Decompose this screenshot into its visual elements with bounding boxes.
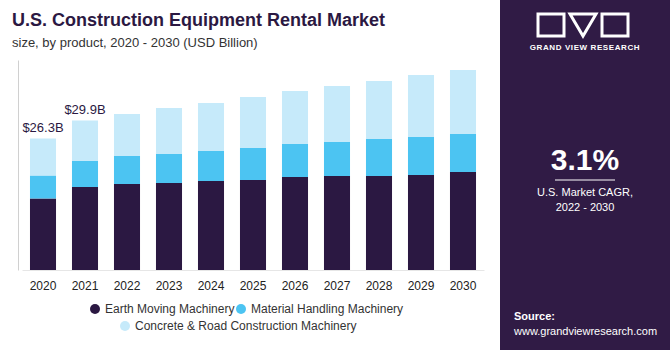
bar — [72, 121, 98, 162]
bar — [30, 176, 56, 199]
bar — [324, 142, 350, 176]
bar — [114, 156, 140, 184]
side-panel — [500, 0, 670, 350]
bar — [240, 97, 266, 148]
x-tick-label: 2026 — [282, 279, 309, 293]
bar — [282, 177, 308, 270]
bar — [408, 75, 434, 137]
bar — [408, 137, 434, 175]
x-tick-label: 2027 — [324, 279, 351, 293]
legend-swatch — [120, 321, 130, 331]
bar — [324, 86, 350, 142]
legend-swatch — [236, 304, 246, 314]
chart: GRAND VIEW RESEARCH 3.1% U.S. Market CAGR,… — [0, 0, 670, 350]
bar — [30, 139, 56, 176]
bar — [450, 172, 476, 270]
x-tick-label: 2030 — [450, 279, 477, 293]
bar — [324, 176, 350, 270]
title: U.S. Construction Equipment Rental Marke… — [12, 10, 385, 30]
bar — [114, 114, 140, 156]
x-tick: 2026 — [282, 270, 309, 293]
x-tick: 2024 — [198, 270, 225, 293]
legend-entry: Earth Moving Machinery — [90, 302, 234, 316]
legend-entry: Concrete & Road Construction Machinery — [120, 319, 356, 333]
bar — [240, 180, 266, 270]
x-tick: 2025 — [240, 270, 267, 293]
x-axis-line — [23, 270, 485, 271]
x-tick: 2020 — [30, 270, 57, 293]
x-tick-label: 2024 — [198, 279, 225, 293]
logo — [538, 14, 628, 36]
x-tick: 2028 — [366, 270, 393, 293]
bar — [450, 134, 476, 172]
stat: 3.1% — [551, 143, 619, 176]
legend-swatch — [90, 304, 100, 314]
bar — [366, 139, 392, 176]
stat-rule — [555, 180, 615, 181]
bar — [72, 161, 98, 187]
annotation: $29.9B — [64, 102, 105, 117]
x-tick-label: 2023 — [156, 279, 183, 293]
legend-label: Material Handling Machinery — [251, 302, 403, 316]
bar — [156, 183, 182, 270]
source-url: www.grandviewresearch.com — [513, 325, 657, 337]
legend-label: Earth Moving Machinery — [105, 302, 234, 316]
legend: Earth Moving Machinery Material Handling … — [90, 302, 403, 333]
x-tick-label: 2028 — [366, 279, 393, 293]
bar — [198, 181, 224, 270]
x-tick: 2029 — [408, 270, 435, 293]
x-tick: 2022 — [114, 270, 141, 293]
logo-shape — [570, 14, 596, 36]
bar — [282, 144, 308, 177]
bar — [30, 199, 56, 271]
bar — [198, 151, 224, 181]
bars — [30, 70, 476, 270]
bar — [240, 148, 266, 180]
logo-shape — [602, 14, 628, 36]
logo-shape — [538, 14, 564, 36]
x-tick-label: 2025 — [240, 279, 267, 293]
bar — [156, 154, 182, 183]
bar — [198, 103, 224, 151]
bar — [156, 108, 182, 154]
annotation: $26.3B — [22, 120, 63, 135]
y-axis-line — [18, 61, 19, 271]
stat-label: 2022 - 2030 — [556, 201, 615, 213]
x-tick-label: 2029 — [408, 279, 435, 293]
x-tick: 2030 — [450, 270, 477, 293]
x-tick-label: 2022 — [114, 279, 141, 293]
bar — [366, 81, 392, 139]
x-tick-label: 2020 — [30, 279, 57, 293]
x-tick: 2021 — [72, 270, 99, 293]
bar — [282, 91, 308, 144]
bar — [366, 176, 392, 270]
y-axis — [18, 61, 19, 271]
legend-entry: Material Handling Machinery — [236, 302, 403, 316]
x-tick-label: 2021 — [72, 279, 99, 293]
x-tick: 2027 — [324, 270, 351, 293]
legend-label: Concrete & Road Construction Machinery — [135, 319, 356, 333]
bar — [114, 184, 140, 270]
bar — [450, 70, 476, 134]
bar — [408, 175, 434, 270]
x-axis: 2020 2021 2022 2023 2024 2025 2026 2027 2028 2029… — [23, 270, 485, 293]
source-label: Source: — [514, 310, 555, 322]
brand: GRAND VIEW RESEARCH — [530, 43, 641, 52]
x-tick: 2023 — [156, 270, 183, 293]
subtitle: size, by product, 2020 - 2030 (USD Billi… — [12, 35, 258, 50]
bar — [72, 187, 98, 270]
stat-label: U.S. Market CAGR, — [537, 186, 633, 198]
